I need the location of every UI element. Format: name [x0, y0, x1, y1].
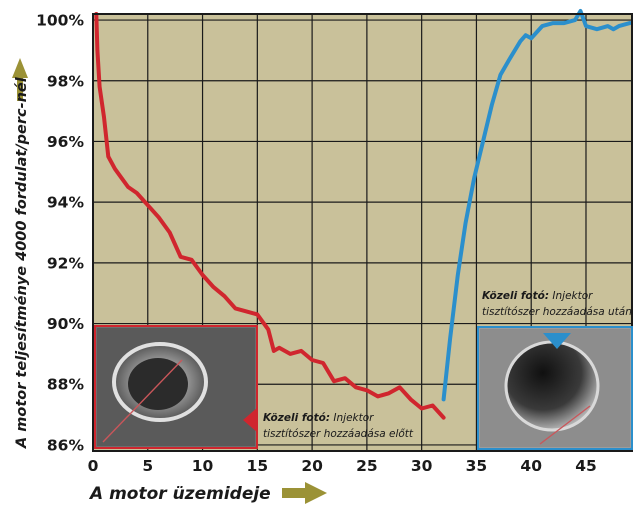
photo-after-panel — [477, 326, 633, 450]
x-tick-label: 15 — [247, 457, 269, 475]
plot-border — [92, 13, 633, 452]
x-tick-label: 0 — [88, 457, 99, 475]
photo-before-panel — [94, 325, 258, 449]
y-tick-labels: 86% 88% 90% 92% 94% 96% 98% 100% — [36, 12, 84, 455]
x-axis-arrow-icon — [282, 482, 327, 504]
series-line-after — [441, 9, 632, 402]
y-axis-title-group: A motor teljesítménye 4000 fordulat/perc… — [12, 58, 30, 449]
caption-after-line2: tisztítószer hozzáadása után — [482, 306, 632, 318]
x-axis-title-group: A motor üzemideje — [88, 482, 327, 504]
caption-before-line1: Közeli fotó: Injektor — [263, 412, 374, 424]
caption-before-line2: tisztítószer hozzáadása előtt — [263, 428, 414, 440]
series-line-before — [94, 12, 446, 420]
y-tick-label: 100% — [36, 12, 84, 30]
x-tick-label: 45 — [575, 457, 597, 475]
y-axis-title: A motor teljesítménye 4000 fordulat/perc… — [14, 76, 30, 449]
y-tick-label: 92% — [47, 254, 85, 272]
y-axis-arrow-icon — [12, 58, 28, 101]
y-tick-label: 94% — [47, 194, 85, 212]
y-tick-label: 86% — [47, 436, 85, 454]
y-tick-label: 98% — [47, 72, 85, 90]
x-tick-label: 20 — [301, 457, 323, 475]
x-tick-label: 40 — [520, 457, 542, 475]
x-tick-label: 30 — [411, 457, 433, 475]
x-tick-labels: 0 5 10 15 20 25 30 35 40 45 — [88, 457, 597, 475]
x-axis-title: A motor üzemideje — [88, 484, 271, 504]
x-tick-label: 35 — [466, 457, 488, 475]
y-tick-label: 96% — [47, 133, 85, 151]
x-tick-label: 10 — [192, 457, 214, 475]
series-group — [94, 9, 632, 420]
x-tick-label: 25 — [356, 457, 378, 475]
y-tick-label: 88% — [47, 376, 85, 394]
x-tick-label: 5 — [142, 457, 153, 475]
y-tick-label: 90% — [47, 315, 85, 333]
caption-after-line1: Közeli fotó: Injektor — [482, 290, 593, 302]
